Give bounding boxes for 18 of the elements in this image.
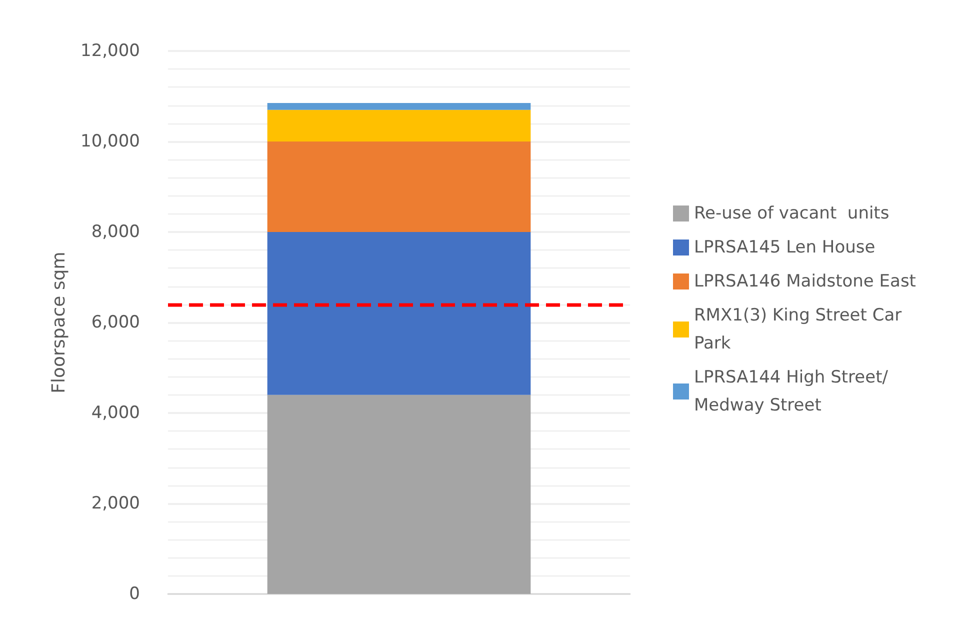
y-tick-label: 12,000: [80, 41, 140, 61]
legend-label: RMX1(3) King Street Car Park: [694, 306, 908, 354]
legend-label: LPRSA145 Len House: [694, 238, 876, 258]
y-tick-label: 4,000: [91, 403, 140, 423]
legend-label: LPRSA144 High Street/Medway Street: [694, 368, 888, 416]
y-tick-label: 8,000: [91, 222, 140, 242]
bar: [267, 110, 531, 142]
y-tick-label: 6,000: [91, 312, 140, 332]
bar: [267, 232, 531, 395]
legend-label: LPRSA146 Maidstone East: [694, 272, 916, 292]
legend-label: Re-use of vacant units: [694, 204, 890, 224]
bar: [267, 103, 531, 110]
bar: [267, 142, 531, 232]
bar: [267, 394, 531, 594]
y-axis-title: Floorspace sqm: [48, 252, 70, 394]
y-tick-label: 2,000: [91, 494, 140, 514]
y-tick-label: 0: [129, 584, 140, 604]
y-tick-label: 10,000: [80, 132, 140, 152]
